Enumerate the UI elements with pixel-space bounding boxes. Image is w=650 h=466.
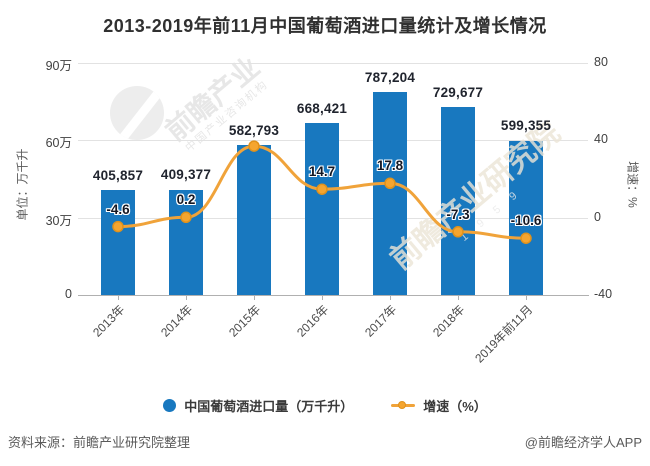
growth-point-2017年[interactable] <box>384 177 396 190</box>
bar-2017年[interactable] <box>373 92 407 295</box>
bar-series-marker-icon <box>163 399 177 412</box>
left-axis-tick-label: 90万 <box>45 59 72 73</box>
growth-value-label: -7.3 <box>446 206 470 222</box>
growth-point-2015年[interactable] <box>248 140 260 152</box>
bar-value-label: 409,377 <box>160 167 212 183</box>
gridline <box>78 63 588 64</box>
bar-2013年[interactable] <box>101 190 135 295</box>
bar-value-label: 668,421 <box>296 100 348 116</box>
growth-point-2019年前11月[interactable] <box>520 232 532 244</box>
bar-value-label: 405,857 <box>92 168 144 184</box>
line-series-marker-icon <box>391 400 416 409</box>
bar-2019年前11月[interactable] <box>509 140 543 295</box>
data-source-text: 资料来源：前瞻产业研究院整理 <box>8 435 191 450</box>
growth-value-label: -4.6 <box>106 201 130 217</box>
brand-text: @前瞻经济学人APP <box>524 435 642 450</box>
bar-2014年[interactable] <box>169 189 203 295</box>
right-axis-tick-label: 40 <box>594 132 608 147</box>
x-axis-line <box>78 295 589 296</box>
x-axis-tick <box>526 295 527 300</box>
bar-value-label: 582,793 <box>228 122 280 138</box>
legend: 中国葡萄酒进口量（万千升） 增速（%） <box>0 396 650 415</box>
left-axis-tick-label: 60万 <box>45 136 72 151</box>
right-axis-tick-label: 0 <box>594 209 601 224</box>
x-axis-tick <box>118 295 119 300</box>
growth-value-label: 0.2 <box>176 192 196 208</box>
legend-item-growth[interactable]: 增速（%） <box>391 396 487 415</box>
left-axis-tick-label: 0 <box>65 287 72 301</box>
growth-point-2014年[interactable] <box>180 211 192 224</box>
bar-2015年[interactable] <box>237 144 271 295</box>
x-axis-tick <box>186 295 187 300</box>
left-axis-tick-label: 30万 <box>45 213 72 228</box>
growth-point-2016年[interactable] <box>316 183 328 195</box>
growth-value-label: 17.8 <box>376 158 404 174</box>
growth-value-label: 14.7 <box>308 164 336 180</box>
growth-value-label: -10.6 <box>510 213 542 229</box>
x-axis-tick <box>254 295 255 300</box>
right-axis-tick-label: -40 <box>594 287 613 301</box>
legend-item-imports[interactable]: 中国葡萄酒进口量（万千升） <box>163 396 353 415</box>
x-axis-tick <box>458 295 459 300</box>
legend-item-imports-label: 中国葡萄酒进口量（万千升） <box>184 399 354 414</box>
bar-value-label: 729,677 <box>432 84 484 100</box>
bar-value-label: 787,204 <box>364 70 416 86</box>
bar-2016年[interactable] <box>305 122 339 295</box>
growth-point-2013年[interactable] <box>112 220 124 233</box>
bar-value-label: 599,355 <box>500 118 552 134</box>
right-axis-tick-label: 80 <box>594 55 608 69</box>
x-axis-tick <box>390 295 391 300</box>
growth-point-2018年[interactable] <box>452 226 464 238</box>
x-axis-tick <box>322 295 323 300</box>
bar-2018年[interactable] <box>441 106 475 295</box>
legend-item-growth-label: 增速（%） <box>423 399 487 414</box>
chart-title: 2013-2019年前11月中国葡萄酒进口量统计及增长情况 <box>103 16 547 36</box>
